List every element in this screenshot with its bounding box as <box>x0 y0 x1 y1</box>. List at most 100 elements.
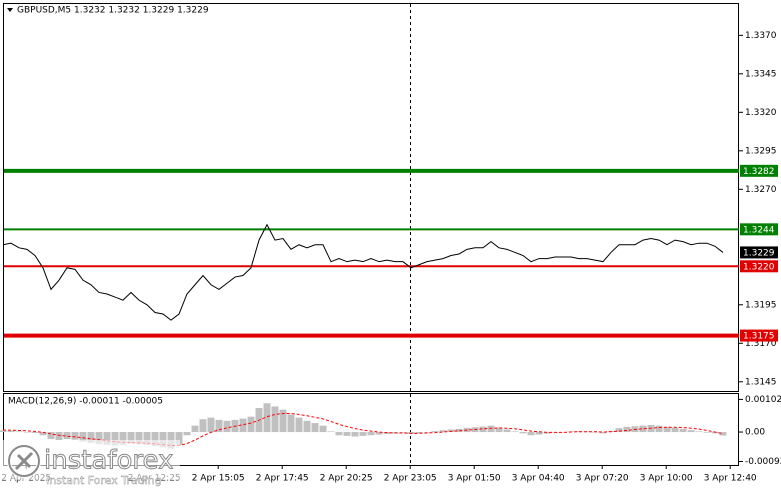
macd-bar <box>39 432 47 436</box>
macd-bar <box>623 426 631 433</box>
y-tick-label: 1.3270 <box>745 185 777 195</box>
macd-bar <box>359 432 367 436</box>
macd-bar <box>415 432 423 433</box>
macd-bar <box>215 419 223 433</box>
macd-bar <box>111 432 119 446</box>
macd-bar <box>399 432 407 433</box>
menu-arrow <box>7 8 13 12</box>
macd-bar <box>319 425 327 433</box>
macd-bar <box>7 430 15 433</box>
macd-bar <box>559 432 567 433</box>
logo-mark <box>14 451 34 471</box>
level-label: 1.3175 <box>743 332 775 342</box>
macd-bar <box>239 418 247 433</box>
logo-ring-outline <box>8 445 40 477</box>
macd-bar <box>695 431 703 433</box>
level-label: 1.3282 <box>743 167 775 177</box>
chart-title: GBPUSD,M5 1.3232 1.3232 1.3229 1.3229 <box>17 6 209 16</box>
macd-bar <box>447 429 455 433</box>
logo-brand: instaforex <box>44 446 173 476</box>
macd-bar <box>431 431 439 433</box>
macd-bar <box>327 431 335 433</box>
macd-bar <box>15 431 23 433</box>
macd-bar <box>207 417 215 433</box>
macd-bar <box>575 431 583 433</box>
logo-tagline: Instant Forex Trading <box>46 474 162 487</box>
macd-bar <box>103 432 111 445</box>
y-tick-label: 1.3195 <box>745 300 777 310</box>
macd-bar <box>159 432 167 448</box>
price-line <box>2 223 724 321</box>
y-tick-label: 1.3145 <box>745 377 777 387</box>
macd-bar <box>495 427 503 433</box>
y-tick-label: 1.3295 <box>745 146 777 156</box>
level-label: 1.3220 <box>743 262 775 272</box>
level-label-box <box>740 329 778 342</box>
macd-bar <box>503 429 511 433</box>
y-tick-label: 0.00102 <box>745 395 781 405</box>
macd-bar <box>151 432 159 447</box>
y-tick-label: 1.3320 <box>745 108 777 118</box>
macd-bar <box>479 426 487 433</box>
macd-bar <box>519 432 527 434</box>
macd-bar <box>135 432 143 445</box>
macd-bar <box>599 432 607 434</box>
macd-bar <box>335 432 343 436</box>
macd-bar <box>439 430 447 433</box>
x-tick-label: 3 Apr 07:20 <box>576 474 629 484</box>
macd-bar <box>663 426 671 433</box>
macd-bar <box>487 425 495 433</box>
x-tick-label: 3 Apr 10:00 <box>640 474 693 484</box>
y-tick-label: 1.3345 <box>745 69 777 79</box>
macd-bar <box>719 432 727 436</box>
macd-bar <box>223 420 231 433</box>
y-tick-label: 1.3170 <box>745 339 777 349</box>
logo: instaforex Instant Forex Trading <box>0 440 180 487</box>
macd-bar <box>423 432 431 433</box>
last-price-label: 1.3229 <box>743 248 775 258</box>
macd-bar <box>295 417 303 433</box>
macd-bar <box>31 432 39 433</box>
macd-bar <box>119 432 127 445</box>
macd-bar <box>279 409 287 433</box>
x-tick-label: 2 Apr 15:05 <box>192 474 245 484</box>
x-tick-label: 3 Apr 04:40 <box>512 474 565 484</box>
macd-bar <box>615 428 623 433</box>
macd-bar <box>655 425 663 433</box>
macd-bar <box>23 432 31 433</box>
x-tick-label: 2 Apr 20:25 <box>320 474 373 484</box>
macd-bar <box>271 406 279 433</box>
macd-bar <box>367 432 375 436</box>
macd-bar <box>263 403 271 433</box>
macd-bar <box>639 425 647 433</box>
macd-bar <box>303 420 311 433</box>
macd-bar <box>79 432 87 442</box>
macd-bar <box>375 432 383 435</box>
macd-bar <box>0 430 7 433</box>
macd-bar <box>527 432 535 436</box>
macd-title: MACD(12,26,9) -0.00011 -0.00005 <box>8 397 163 407</box>
x-tick-label: 3 Apr 12:40 <box>704 474 757 484</box>
x-tick-label: 2 Apr 17:45 <box>256 474 309 484</box>
macd-bar <box>351 432 359 437</box>
level-label-box <box>740 164 778 177</box>
macd-bar <box>287 414 295 433</box>
x-tick-label: 3 Apr 01:50 <box>448 474 501 484</box>
macd-bar <box>143 432 151 445</box>
macd-bar <box>95 432 103 445</box>
macd-bar <box>703 432 711 433</box>
macd-bar <box>47 432 55 440</box>
macd-bar <box>87 432 95 443</box>
macd-bar <box>199 419 207 433</box>
main-panel <box>3 3 739 392</box>
macd-bar <box>671 427 679 433</box>
macd-bar <box>711 432 719 434</box>
y-tick-label: 0.00 <box>745 428 765 438</box>
macd-panel <box>3 393 739 466</box>
macd-bar <box>191 425 199 433</box>
y-tick-label: 1.3370 <box>745 31 777 41</box>
macd-bar <box>175 432 183 445</box>
